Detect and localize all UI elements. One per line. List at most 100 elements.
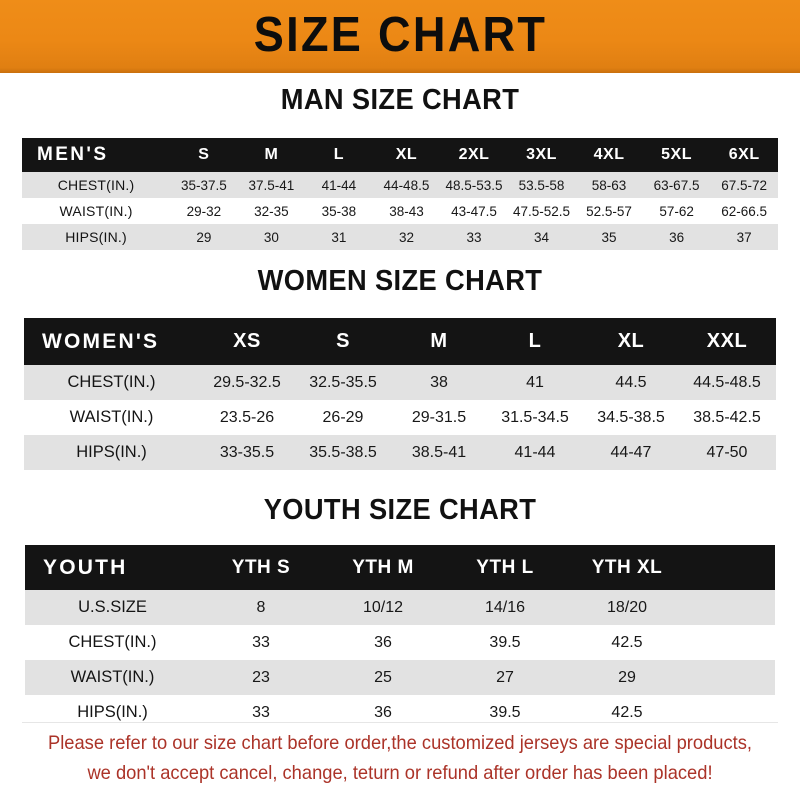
table-cell: 23.5-26: [219, 408, 275, 426]
men-col-4xl: 4XL: [593, 146, 625, 163]
table-row: U.S.SIZE 8 10/12 14/16 18/20: [25, 590, 775, 625]
table-cell: 29-31.5: [411, 408, 467, 426]
table-cell: 10/12: [362, 598, 404, 616]
table-cell: 8: [256, 598, 266, 616]
table-row: CHEST(IN.) 35-37.5 37.5-41 41-44 44-48.5…: [22, 172, 778, 198]
men-row-label-chest: CHEST(IN.): [57, 177, 135, 193]
table-cell: 58-63: [591, 177, 627, 193]
table-cell: 37.5-41: [248, 177, 295, 193]
men-header-row: MEN'S S M L XL 2XL 3XL 4XL 5XL 6XL: [22, 138, 778, 172]
table-cell: 26-29: [322, 408, 364, 426]
table-cell: 38: [430, 373, 448, 391]
youth-col-xl: YTH XL: [591, 556, 663, 578]
women-header-row: WOMEN'S XS S M L XL XXL: [24, 318, 776, 365]
table-row: WAIST(IN.) 23.5-26 26-29 29-31.5 31.5-34…: [24, 400, 776, 435]
women-col-xs: XS: [233, 330, 261, 352]
table-cell: 62-66.5: [721, 203, 768, 219]
women-col-spacer: [775, 318, 776, 365]
table-cell: 38.5-41: [411, 443, 467, 461]
man-section-title: MAN SIZE CHART: [280, 84, 520, 116]
table-cell: 42.5: [611, 703, 643, 721]
table-cell: 47.5-52.5: [512, 203, 571, 219]
youth-row-label-hips: HIPS(IN.): [77, 703, 148, 721]
banner: SIZE CHART: [0, 0, 800, 73]
table-cell: 23: [252, 668, 270, 686]
disclaimer-line-2: we don't accept cancel, change, teturn o…: [87, 762, 713, 784]
table-cell: 38-43: [389, 203, 424, 219]
table-cell: 44.5: [615, 373, 647, 391]
table-row: HIPS(IN.) 29 30 31 32 33 34 35 36 37: [22, 224, 778, 250]
banner-title: SIZE CHART: [253, 7, 547, 62]
men-row-label-waist: WAIST(IN.): [59, 203, 133, 219]
table-row: CHEST(IN.) 29.5-32.5 32.5-35.5 38 41 44.…: [24, 365, 776, 400]
table-cell: 32: [398, 229, 414, 245]
table-cell: 44-47: [610, 443, 652, 461]
table-cell: 33-35.5: [219, 443, 275, 461]
table-cell: 34: [534, 229, 550, 245]
table-row: WAIST(IN.) 29-32 32-35 35-38 38-43 43-47…: [22, 198, 778, 224]
women-size-table: WOMEN'S XS S M L XL XXL CHEST(IN.) 29.5-…: [24, 318, 776, 470]
men-col-m: M: [264, 146, 279, 163]
youth-corner-label: YOUTH: [43, 555, 128, 579]
women-col-s: S: [336, 330, 350, 352]
disclaimer: Please refer to our size chart before or…: [24, 728, 776, 788]
disclaimer-line-1: Please refer to our size chart before or…: [47, 732, 753, 754]
table-cell: 18/20: [606, 598, 648, 616]
table-cell: 34.5-38.5: [597, 408, 665, 426]
women-row-label-hips: HIPS(IN.): [76, 443, 147, 461]
women-row-label-waist: WAIST(IN.): [69, 408, 154, 426]
table-cell: 27: [496, 668, 514, 686]
men-col-l: L: [333, 146, 345, 163]
youth-row-label-chest: CHEST(IN.): [68, 633, 157, 651]
table-cell-spacer: [688, 625, 775, 660]
youth-col-l: YTH L: [476, 556, 534, 578]
table-cell: 32.5-35.5: [309, 373, 377, 391]
table-row: WAIST(IN.) 23 25 27 29: [25, 660, 775, 695]
table-cell: 29-32: [186, 203, 222, 219]
table-cell: 42.5: [611, 633, 643, 651]
women-row-label-chest: CHEST(IN.): [67, 373, 156, 391]
men-col-3xl: 3XL: [526, 146, 557, 163]
table-cell: 33: [252, 703, 270, 721]
table-cell: 43-47.5: [451, 203, 497, 219]
table-cell: 35: [601, 229, 617, 245]
table-cell: 30: [263, 229, 279, 245]
women-col-xxl: XXL: [706, 330, 748, 352]
table-cell: 38.5-42.5: [693, 408, 761, 426]
table-cell: 67.5-72: [721, 177, 768, 193]
table-cell: 35-38: [321, 203, 357, 219]
table-cell: 29: [196, 229, 212, 245]
table-cell: 33: [466, 229, 482, 245]
table-cell: 29: [618, 668, 636, 686]
table-row: HIPS(IN.) 33-35.5 35.5-38.5 38.5-41 41-4…: [24, 435, 776, 470]
men-col-s: S: [198, 146, 210, 163]
table-cell-spacer: [688, 695, 775, 730]
table-cell-spacer: [688, 660, 775, 695]
youth-col-s: YTH S: [231, 556, 291, 578]
table-cell: 44.5-48.5: [693, 373, 761, 391]
table-cell: 32-35: [254, 203, 289, 219]
table-cell: 37: [736, 229, 752, 245]
divider: [22, 722, 778, 723]
table-cell: 35.5-38.5: [309, 443, 377, 461]
table-cell: 31: [331, 229, 347, 245]
table-cell: 25: [374, 668, 392, 686]
men-corner-label: MEN'S: [37, 144, 109, 165]
men-col-xl: XL: [395, 146, 418, 163]
table-cell-spacer: [775, 365, 776, 400]
table-cell: 63-67.5: [653, 177, 700, 193]
women-col-m: M: [430, 330, 448, 352]
table-cell: 36: [669, 229, 685, 245]
table-cell-spacer: [775, 435, 776, 470]
table-cell: 47-50: [706, 443, 748, 461]
table-cell: 41: [526, 373, 544, 391]
youth-col-m: YTH M: [352, 556, 414, 578]
table-cell: 36: [374, 703, 392, 721]
men-row-label-hips: HIPS(IN.): [65, 229, 127, 245]
table-cell-spacer: [775, 400, 776, 435]
table-cell: 29.5-32.5: [213, 373, 281, 391]
table-cell: 33: [252, 633, 270, 651]
table-cell: 31.5-34.5: [501, 408, 569, 426]
table-cell: 35-37.5: [180, 177, 227, 193]
